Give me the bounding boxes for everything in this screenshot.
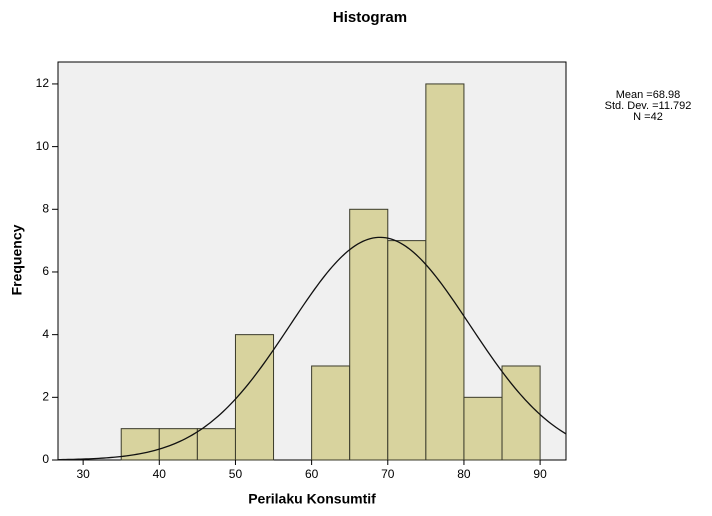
chart-title: Histogram (333, 9, 407, 26)
bar (234, 334, 275, 461)
x-axis-label: Perilaku Konsumtif (248, 491, 376, 507)
stats-label: Mean =68.98 (616, 89, 681, 101)
y-tick-label: 4 (42, 327, 49, 341)
y-tick-label: 10 (36, 139, 50, 153)
y-tick-label: 6 (42, 264, 49, 278)
bar (501, 365, 541, 461)
x-tick-label: 80 (457, 467, 471, 481)
normal-curve (57, 236, 567, 461)
x-tick-label: 40 (153, 467, 167, 481)
y-tick-label: 12 (36, 76, 50, 90)
bar (311, 365, 351, 461)
y-tick-label: 0 (42, 452, 49, 466)
bar (158, 428, 198, 461)
x-tick-label: 70 (381, 467, 395, 481)
stats-label: Std. Dev. =11.792 (605, 100, 692, 112)
x-tick-label: 60 (305, 467, 319, 481)
x-tick-label: 90 (533, 467, 547, 481)
y-axis-label: Frequency (9, 224, 25, 295)
stats-label: N =42 (633, 111, 663, 123)
x-tick-label: 50 (229, 467, 243, 481)
bar (463, 396, 503, 461)
bar (349, 208, 389, 461)
y-tick-label: 8 (42, 201, 49, 215)
x-tick-label: 30 (76, 467, 90, 481)
bar (387, 240, 427, 461)
y-tick-label: 2 (42, 389, 49, 403)
bar (196, 428, 236, 461)
bar (120, 428, 160, 461)
